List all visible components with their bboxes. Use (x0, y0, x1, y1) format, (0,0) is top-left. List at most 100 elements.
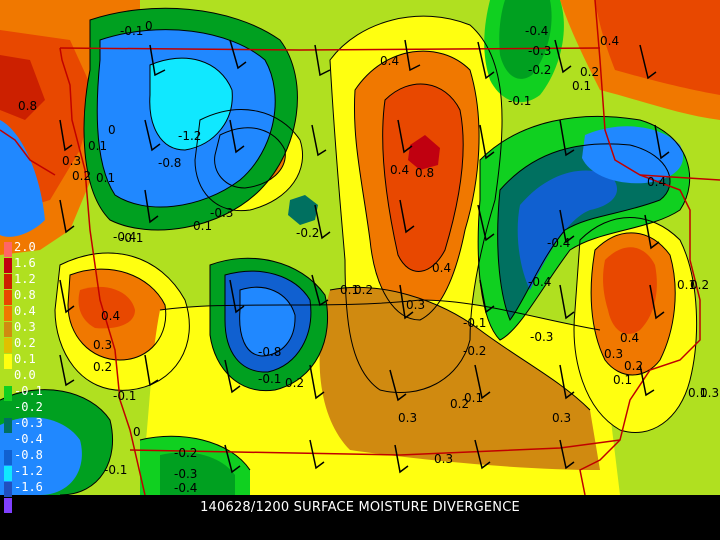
contour-label: 0.3 (62, 154, 81, 168)
contour-label: 0.2 (450, 397, 469, 411)
legend-label: -1.2 (14, 464, 43, 478)
legend-label: -0.2 (14, 400, 43, 414)
contour-label: -0.1 (258, 372, 281, 386)
contour-label: -0.3 (528, 44, 551, 58)
contour-label: -0.8 (158, 156, 181, 170)
contour-label: -0.3 (210, 206, 233, 220)
contour-label: 0.2 (690, 278, 709, 292)
legend-swatch (4, 418, 12, 433)
contour-label: 0.3 (552, 411, 571, 425)
contour-label: 0.3 (406, 298, 425, 312)
contour-label: 0.1 (88, 139, 107, 153)
contour-label: 0.1 (613, 373, 632, 387)
contour-label: 0.4 (101, 309, 120, 323)
legend-label: 0.0 (14, 368, 36, 382)
wind-barbs (59, 39, 670, 474)
contour-label: 0.2 (285, 376, 304, 390)
legend-label: 0.1 (14, 352, 36, 366)
contour-label: -1.2 (178, 129, 201, 143)
legend-label: 1.6 (14, 256, 36, 270)
contour-label: 0.1 (677, 278, 696, 292)
contour-label: 0.1 (572, 79, 591, 93)
contour-label: 0.8 (415, 166, 434, 180)
contour-label: 0.4 (620, 331, 639, 345)
legend-label: -1.6 (14, 480, 43, 494)
contour-label: -0.4 (525, 24, 548, 38)
contour-label: 0.1 (464, 391, 483, 405)
legend-label: 0.2 (14, 336, 36, 350)
legend-swatch (4, 482, 12, 497)
contour-label: -0.3 (530, 330, 553, 344)
legend-swatch (4, 354, 12, 369)
contour-label: -0.2 (528, 63, 551, 77)
contour-label: -0.8 (258, 345, 281, 359)
legend-swatch (4, 402, 12, 417)
legend-label: -0.4 (14, 432, 43, 446)
contour-label: 0.2 (354, 283, 373, 297)
legend-swatch (4, 290, 12, 305)
contour-label: -0.1 (113, 389, 136, 403)
contour-label: 0.1 (688, 386, 707, 400)
legend-swatch (4, 498, 12, 513)
contour-label: -0.2 (174, 446, 197, 460)
contour-label: -0.2 (463, 344, 486, 358)
contour-label: 0 (145, 19, 153, 33)
contour-label: 0.2 (580, 65, 599, 79)
divergence-contour-map: -0.1 0 -0.4 -0.3 -0.2 0.4 0.2 0.4 0.1 -0… (0, 0, 720, 495)
legend-swatch (4, 322, 12, 337)
legend-label: -0.1 (14, 384, 43, 398)
contour-label: -0.4 (528, 275, 551, 289)
contour-label: -0.1 (120, 231, 143, 245)
legend-swatch (4, 258, 12, 273)
contour-label: 0.3 (700, 386, 719, 400)
contour-label: -0.3 (174, 467, 197, 481)
contour-label: -0.1 (508, 94, 531, 108)
state-boundaries (0, 0, 720, 495)
contour-label: 0.3 (604, 347, 623, 361)
legend-swatch (4, 386, 12, 401)
contour-label: 0.4 (600, 34, 619, 48)
legend-label: -0.3 (14, 416, 43, 430)
contour-value-labels: -0.1 0 -0.4 -0.3 -0.2 0.4 0.2 0.4 0.1 -0… (18, 19, 719, 495)
contour-label: 0.3 (93, 338, 112, 352)
contour-label: 0.4 (432, 261, 451, 275)
contour-label: -0.4 (174, 481, 197, 495)
legend-swatch (4, 274, 12, 289)
contour-label: -0.1 (120, 24, 143, 38)
contour-label: 0.2 (93, 360, 112, 374)
legend-swatch (4, 466, 12, 481)
legend-label: -0.8 (14, 448, 43, 462)
color-scale-legend: 2.0 1.6 1.2 0.8 0.4 0.3 0.2 0.1 0.0 -0.1 -0.2 -0.3 -… (2, 240, 50, 514)
legend-label: 0.8 (14, 288, 36, 302)
contour-label: 0.2 (624, 359, 643, 373)
legend-swatch (4, 338, 12, 353)
legend-label: 0.3 (14, 320, 36, 334)
product-title: 140628/1200 SURFACE MOISTURE DIVERGENCE (200, 500, 520, 515)
contour-label: -0.1 (463, 316, 486, 330)
contour-label: 0.3 (398, 411, 417, 425)
contour-label: 0.1 (193, 219, 212, 233)
contour-label: 0.8 (18, 99, 37, 113)
legend-swatch (4, 450, 12, 465)
legend-swatch (4, 370, 12, 385)
contour-label: 0 (133, 425, 141, 439)
legend-label: 2.0 (14, 240, 36, 254)
positive-divergence-areas (0, 0, 720, 495)
contour-label: -0.4 (547, 236, 570, 250)
contour-label: -0.4 (113, 230, 136, 244)
legend-swatch (4, 242, 12, 257)
contour-label: 0.4 (647, 175, 666, 189)
contour-label: 0.1 (340, 283, 359, 297)
legend-swatch (4, 306, 12, 321)
contour-label: -0.2 (296, 226, 319, 240)
legend-label: 1.2 (14, 272, 36, 286)
contour-label: 0.4 (380, 54, 399, 68)
legend-label: 0.4 (14, 304, 36, 318)
legend-swatch (4, 434, 12, 449)
contour-label: 0.3 (434, 452, 453, 466)
contour-label: 0.2 (72, 169, 91, 183)
contour-label: -0.1 (104, 463, 127, 477)
contour-lines (0, 7, 698, 495)
contour-label: 0 (108, 123, 116, 137)
